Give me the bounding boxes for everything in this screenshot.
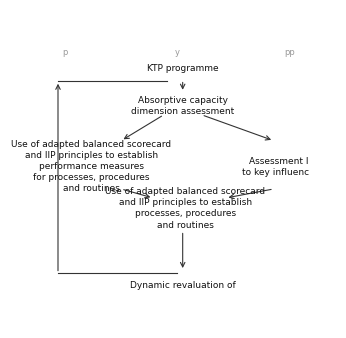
- Text: pp: pp: [284, 48, 295, 57]
- Text: Use of adapted balanced scorecard
and IIP principles to establish
performance me: Use of adapted balanced scorecard and II…: [11, 140, 172, 193]
- Text: Absorptive capacity
dimension assessment: Absorptive capacity dimension assessment: [131, 96, 234, 116]
- Text: Dynamic revaluation of: Dynamic revaluation of: [130, 281, 236, 290]
- Text: KTP programme: KTP programme: [147, 64, 219, 73]
- Text: p: p: [62, 48, 67, 57]
- Text: y: y: [175, 48, 180, 57]
- Text: Use of adapted balanced scorecard
and IIP principles to establish
processes, pro: Use of adapted balanced scorecard and II…: [105, 187, 265, 230]
- Text: Assessment l
to key influenc: Assessment l to key influenc: [242, 157, 309, 177]
